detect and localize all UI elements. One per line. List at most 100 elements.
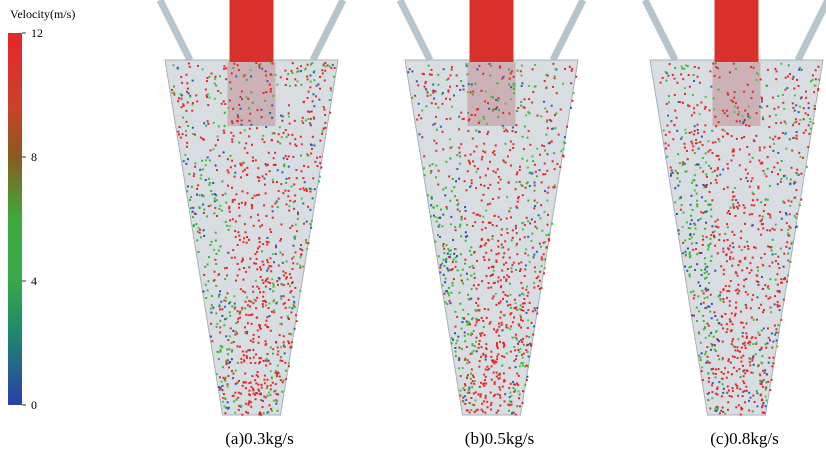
particle <box>726 297 728 299</box>
particle <box>294 138 296 140</box>
particle <box>242 290 244 292</box>
particle <box>531 322 533 324</box>
particle <box>714 141 716 143</box>
particle <box>487 309 489 311</box>
particle <box>716 330 718 332</box>
particle <box>225 193 227 195</box>
particle <box>670 120 672 122</box>
particle <box>510 86 512 88</box>
particle <box>241 90 243 92</box>
particle <box>305 188 307 190</box>
particle <box>760 201 762 203</box>
particle <box>723 269 725 271</box>
particle <box>520 105 522 107</box>
particle <box>435 103 437 105</box>
particle <box>708 381 710 383</box>
particle <box>197 65 199 67</box>
particle <box>251 323 253 325</box>
particle <box>528 356 530 358</box>
particle <box>481 158 483 160</box>
particle <box>281 284 283 286</box>
particle <box>513 317 515 319</box>
particle <box>231 160 233 162</box>
particle <box>177 67 179 69</box>
particle <box>746 370 748 372</box>
particle <box>681 204 683 206</box>
particle <box>248 314 250 316</box>
particle <box>225 335 227 337</box>
particle <box>786 222 788 224</box>
particle <box>533 287 535 289</box>
particle <box>697 76 699 78</box>
particle <box>248 300 250 302</box>
particle <box>689 252 691 254</box>
particle <box>729 300 731 302</box>
particle <box>484 334 486 336</box>
particle <box>516 338 518 340</box>
particle <box>481 346 483 348</box>
particle <box>230 327 232 329</box>
particle <box>241 414 243 416</box>
particle <box>775 253 777 255</box>
particle <box>252 338 254 340</box>
particle <box>256 392 258 394</box>
particle <box>789 73 791 75</box>
particle <box>744 258 746 260</box>
particle <box>273 261 275 263</box>
particle <box>238 268 240 270</box>
particle <box>240 358 242 360</box>
particle <box>213 212 215 214</box>
particle <box>764 204 766 206</box>
particle <box>678 229 680 231</box>
particle <box>776 340 778 342</box>
particle <box>699 252 701 254</box>
particle <box>771 333 773 335</box>
particle <box>717 226 719 228</box>
particle <box>720 291 722 293</box>
particle <box>473 151 475 153</box>
particle <box>791 167 793 169</box>
particle <box>735 302 737 304</box>
particle <box>199 194 201 196</box>
particle <box>761 347 763 349</box>
particle <box>448 294 450 296</box>
particle <box>418 103 420 105</box>
particle <box>270 231 272 233</box>
particle <box>679 181 681 183</box>
particle <box>776 70 778 72</box>
particle <box>677 153 679 155</box>
particle <box>292 268 294 270</box>
particle <box>689 253 691 255</box>
particle <box>789 138 791 140</box>
particle <box>227 158 229 160</box>
particle <box>793 76 795 78</box>
particle <box>279 126 281 128</box>
particle <box>247 412 249 414</box>
particle <box>217 139 219 141</box>
particle <box>518 397 520 399</box>
particle <box>512 127 514 129</box>
particle <box>250 314 252 316</box>
particle <box>456 316 458 318</box>
particle <box>717 219 719 221</box>
particle <box>535 85 537 87</box>
particle <box>312 100 314 102</box>
particle <box>770 311 772 313</box>
particle <box>718 121 720 123</box>
particle <box>216 169 218 171</box>
particle <box>700 269 702 271</box>
particle <box>758 160 760 162</box>
particle <box>234 257 236 259</box>
particle <box>277 169 279 171</box>
particle <box>276 181 278 183</box>
particle <box>499 373 501 375</box>
particle <box>252 197 254 199</box>
particle <box>786 241 788 243</box>
particle <box>527 254 529 256</box>
particle <box>748 105 750 107</box>
particle <box>454 347 456 349</box>
particle <box>454 311 456 313</box>
particle <box>516 243 518 245</box>
particle <box>764 253 766 255</box>
particle <box>303 223 305 225</box>
